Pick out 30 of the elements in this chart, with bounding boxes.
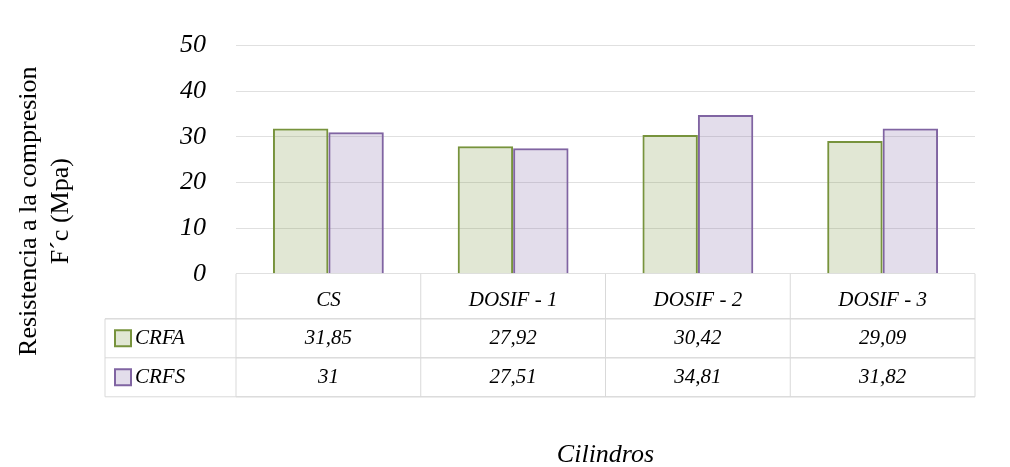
legend-label: CRFA [135,324,185,349]
bar [457,146,514,274]
y-axis-title: Resistencia a la compresion F´c (Mpa) [12,66,74,356]
y-tick-label: 50 [180,29,206,59]
bar [642,134,698,274]
bar [882,128,939,274]
data-label: 34,81 [673,363,722,388]
data-label: 31 [316,363,339,388]
x-tick-label: CS [316,286,342,311]
y-tick-label: 30 [179,120,206,150]
x-axis-title: Cilindros [556,438,655,467]
y-tick-label: 0 [193,257,206,287]
data-label: 30,42 [673,324,722,349]
data-label: 31,82 [858,363,907,388]
data-label: 29,09 [859,324,907,349]
y-tick-label: 10 [180,211,206,241]
bar [328,132,384,274]
bar [827,141,883,274]
bar [513,148,569,274]
bar [697,114,754,274]
data-label: 31,85 [303,324,352,349]
x-tick-label: DOSIF - 3 [837,286,927,311]
x-tick-label: DOSIF - 1 [467,286,558,311]
legend-label: CRFS [135,363,186,388]
y-tick-label: 40 [180,75,206,105]
data-label: 27,51 [489,363,537,388]
bar [272,128,329,274]
x-tick-label: DOSIF - 2 [652,286,743,311]
data-label: 27,92 [489,324,538,349]
y-tick-label: 20 [180,166,206,196]
